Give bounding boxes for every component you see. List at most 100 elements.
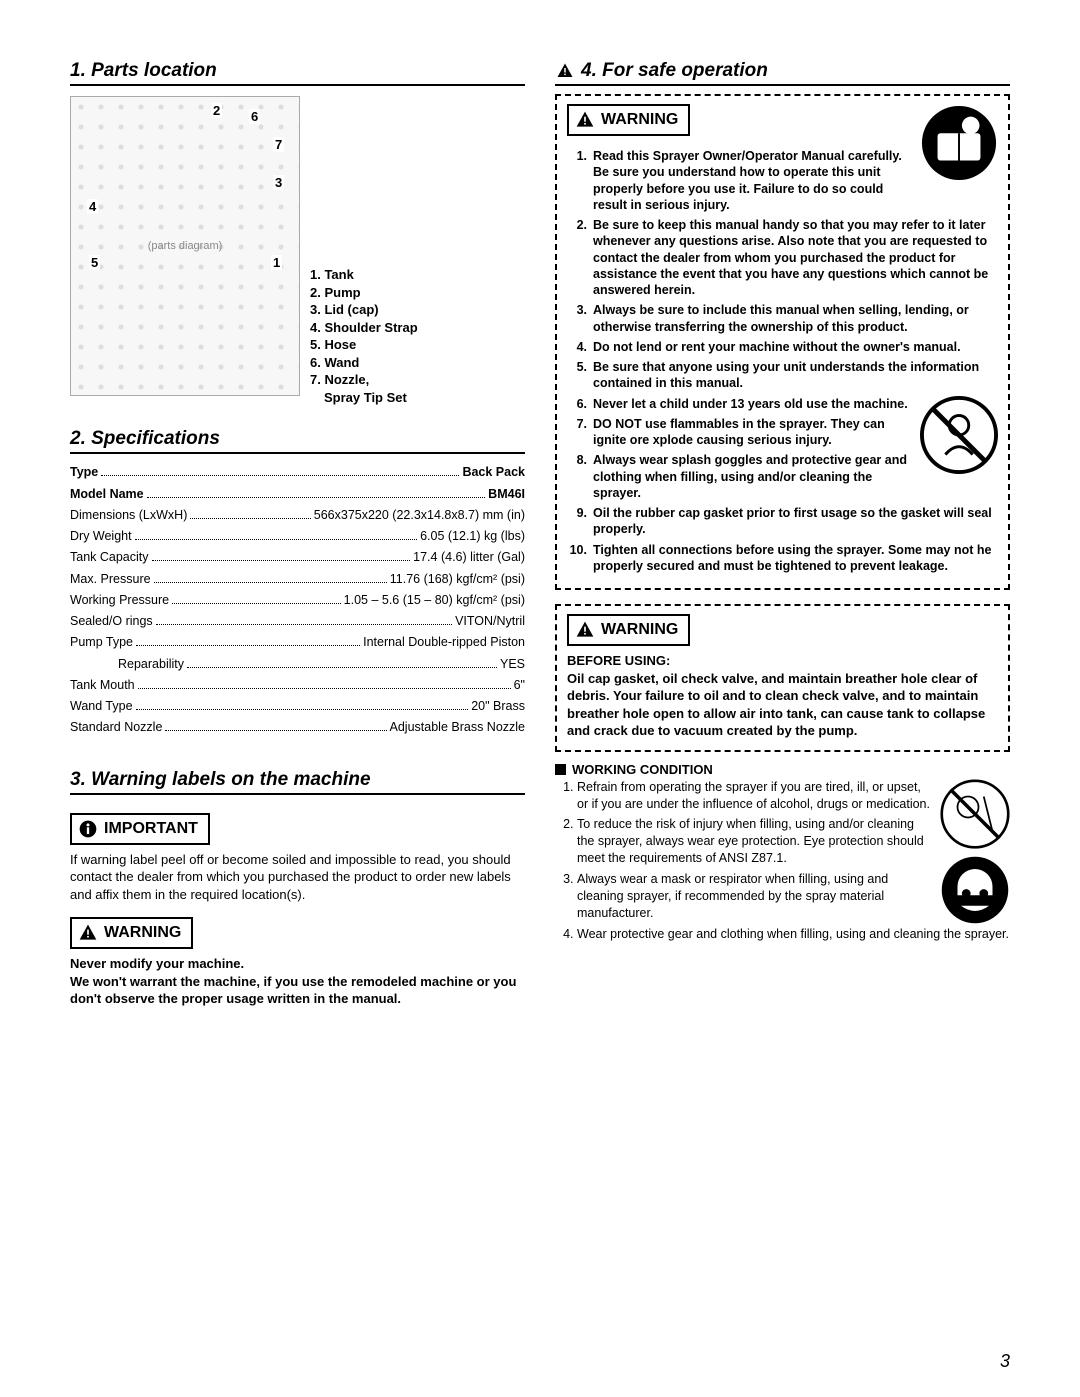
spec-label: Tank Mouth bbox=[70, 675, 135, 696]
warning-item-number: 7. bbox=[567, 416, 587, 449]
warning-list-item: 3.Always be sure to include this manual … bbox=[567, 302, 998, 335]
spec-value: Internal Double-ripped Piston bbox=[363, 632, 525, 653]
spec-label: Working Pressure bbox=[70, 590, 169, 611]
spec-dots bbox=[101, 475, 459, 476]
warning-label-box: WARNING bbox=[567, 614, 690, 646]
warning-item-text: Always be sure to include this manual wh… bbox=[593, 302, 998, 335]
spec-dots bbox=[156, 624, 452, 625]
before-using-heading: BEFORE USING: bbox=[567, 652, 998, 670]
warning-triangle-icon bbox=[78, 923, 98, 943]
spec-dots bbox=[152, 560, 411, 561]
spec-value: 20" Brass bbox=[471, 696, 525, 717]
warning-item-number: 3. bbox=[567, 302, 587, 335]
warning-item-number: 10. bbox=[567, 542, 587, 575]
warning-triangle-icon bbox=[555, 62, 575, 80]
spec-row: TypeBack Pack bbox=[70, 462, 525, 483]
warning-label-text: WARNING bbox=[601, 621, 678, 639]
warning-item-number: 9. bbox=[567, 505, 587, 538]
warning-list-item: 5.Be sure that anyone using your unit un… bbox=[567, 359, 998, 392]
working-condition-heading-text: WORKING CONDITION bbox=[572, 762, 713, 777]
warning-item-text: Read this Sprayer Owner/Operator Manual … bbox=[593, 148, 914, 213]
spec-label: Tank Capacity bbox=[70, 547, 149, 568]
spec-dots bbox=[135, 539, 417, 540]
spec-dots bbox=[138, 688, 511, 689]
section-3-title: 3. Warning labels on the machine bbox=[70, 769, 525, 795]
spec-value: Adjustable Brass Nozzle bbox=[390, 717, 525, 738]
warning-item-text: Be sure that anyone using your unit unde… bbox=[593, 359, 998, 392]
warning-triangle-icon bbox=[575, 620, 595, 640]
spec-dots bbox=[136, 645, 360, 646]
callout-7: 7 bbox=[273, 137, 284, 152]
spec-value: YES bbox=[500, 654, 525, 675]
warning-list-item: 9.Oil the rubber cap gasket prior to fir… bbox=[567, 505, 998, 538]
before-using-warning-box: WARNING BEFORE USING: Oil cap gasket, oi… bbox=[555, 604, 1010, 752]
warning-line-2: We won't warrant the machine, if you use… bbox=[70, 973, 525, 1008]
parts-list: 1. Tank 2. Pump 3. Lid (cap) 4. Shoulder… bbox=[310, 266, 418, 406]
warning-item-text: Never let a child under 13 years old use… bbox=[593, 396, 914, 412]
spec-label: Reparability bbox=[70, 654, 184, 675]
spec-value: 6.05 (12.1) kg (lbs) bbox=[420, 526, 525, 547]
spec-value: 11.76 (168) kgf/cm² (psi) bbox=[390, 569, 525, 590]
spec-row: Model Name BM46I bbox=[70, 484, 525, 505]
parts-list-item: 5. Hose bbox=[310, 336, 418, 354]
parts-location-block: 2 6 7 3 4 5 1 1. Tank 2. Pump 3. Lid (ca… bbox=[70, 96, 525, 406]
spec-dots bbox=[154, 582, 387, 583]
warning-item-text: DO NOT use flammables in the sprayer. Th… bbox=[593, 416, 914, 449]
warning-list-item: 4.Do not lend or rent your machine witho… bbox=[567, 339, 998, 355]
before-using-text: Oil cap gasket, oil check valve, and mai… bbox=[567, 670, 998, 740]
warning-item-number: 1. bbox=[567, 148, 587, 213]
spec-value: BM46I bbox=[488, 484, 525, 505]
callout-2: 2 bbox=[211, 103, 222, 118]
warning-list-item: 2.Be sure to keep this manual handy so t… bbox=[567, 217, 998, 298]
spec-dots bbox=[172, 603, 341, 604]
warning-item-text: Be sure to keep this manual handy so tha… bbox=[593, 217, 998, 298]
warning-item-text: Oil the rubber cap gasket prior to first… bbox=[593, 505, 998, 538]
section-4-title: 4. For safe operation bbox=[555, 60, 1010, 86]
callout-6: 6 bbox=[249, 109, 260, 124]
read-manual-icon bbox=[920, 104, 998, 182]
spec-row: Dry Weight 6.05 (12.1) kg (lbs) bbox=[70, 526, 525, 547]
spec-row: Tank Mouth6" bbox=[70, 675, 525, 696]
wear-protection-icon bbox=[940, 855, 1010, 925]
spec-value: 1.05 – 5.6 (15 – 80) kgf/cm² (psi) bbox=[344, 590, 525, 611]
two-column-layout: 1. Parts location 2 6 7 3 4 5 1 1. Tank … bbox=[70, 60, 1010, 1008]
spec-dots bbox=[190, 518, 310, 519]
no-alcohol-icon bbox=[940, 779, 1010, 849]
spec-dots bbox=[165, 730, 386, 731]
spec-dots bbox=[187, 667, 497, 668]
spec-value: Back Pack bbox=[462, 462, 525, 483]
spec-row: Dimensions (LxWxH)566x375x220 (22.3x14.8… bbox=[70, 505, 525, 526]
spec-dots bbox=[147, 497, 486, 498]
section-4-title-text: 4. For safe operation bbox=[581, 60, 768, 82]
warning-list-item: 8.Always wear splash goggles and protect… bbox=[567, 452, 914, 501]
spec-label: Dimensions (LxWxH) bbox=[70, 505, 187, 526]
warning-label-text: WARNING bbox=[601, 111, 678, 129]
important-body-text: If warning label peel off or become soil… bbox=[70, 851, 525, 904]
parts-list-item: 3. Lid (cap) bbox=[310, 301, 418, 319]
spec-row: Tank Capacity17.4 (4.6) litter (Gal) bbox=[70, 547, 525, 568]
spec-label: Dry Weight bbox=[70, 526, 132, 547]
right-column: 4. For safe operation WARNING 1.Read thi… bbox=[555, 60, 1010, 1008]
warning-triangle-icon bbox=[575, 110, 595, 130]
callout-5: 5 bbox=[89, 255, 100, 270]
warning-item-text: Always wear splash goggles and protectiv… bbox=[593, 452, 914, 501]
important-label-box: IMPORTANT bbox=[70, 813, 210, 845]
important-label-text: IMPORTANT bbox=[104, 820, 198, 838]
spec-label: Model Name bbox=[70, 484, 144, 505]
warning-list-item: 6.Never let a child under 13 years old u… bbox=[567, 396, 914, 412]
spec-dots bbox=[136, 709, 469, 710]
safe-operation-warning-box: WARNING 1.Read this Sprayer Owner/Operat… bbox=[555, 94, 1010, 590]
parts-diagram-image: 2 6 7 3 4 5 1 bbox=[70, 96, 300, 396]
manual-page: 1. Parts location 2 6 7 3 4 5 1 1. Tank … bbox=[0, 0, 1080, 1397]
warning-list-item: 1.Read this Sprayer Owner/Operator Manua… bbox=[567, 148, 914, 213]
warning-label-box: WARNING bbox=[567, 104, 690, 136]
spec-label: Wand Type bbox=[70, 696, 133, 717]
parts-list-item: 2. Pump bbox=[310, 284, 418, 302]
page-number: 3 bbox=[1000, 1351, 1010, 1372]
spec-label: Sealed/O rings bbox=[70, 611, 153, 632]
spec-row: Sealed/O ringsVITON/Nytril bbox=[70, 611, 525, 632]
parts-list-item: Spray Tip Set bbox=[310, 389, 418, 407]
warning-label-box: WARNING bbox=[70, 917, 193, 949]
warning-list-item: 7.DO NOT use flammables in the sprayer. … bbox=[567, 416, 914, 449]
spec-label: Pump Type bbox=[70, 632, 133, 653]
